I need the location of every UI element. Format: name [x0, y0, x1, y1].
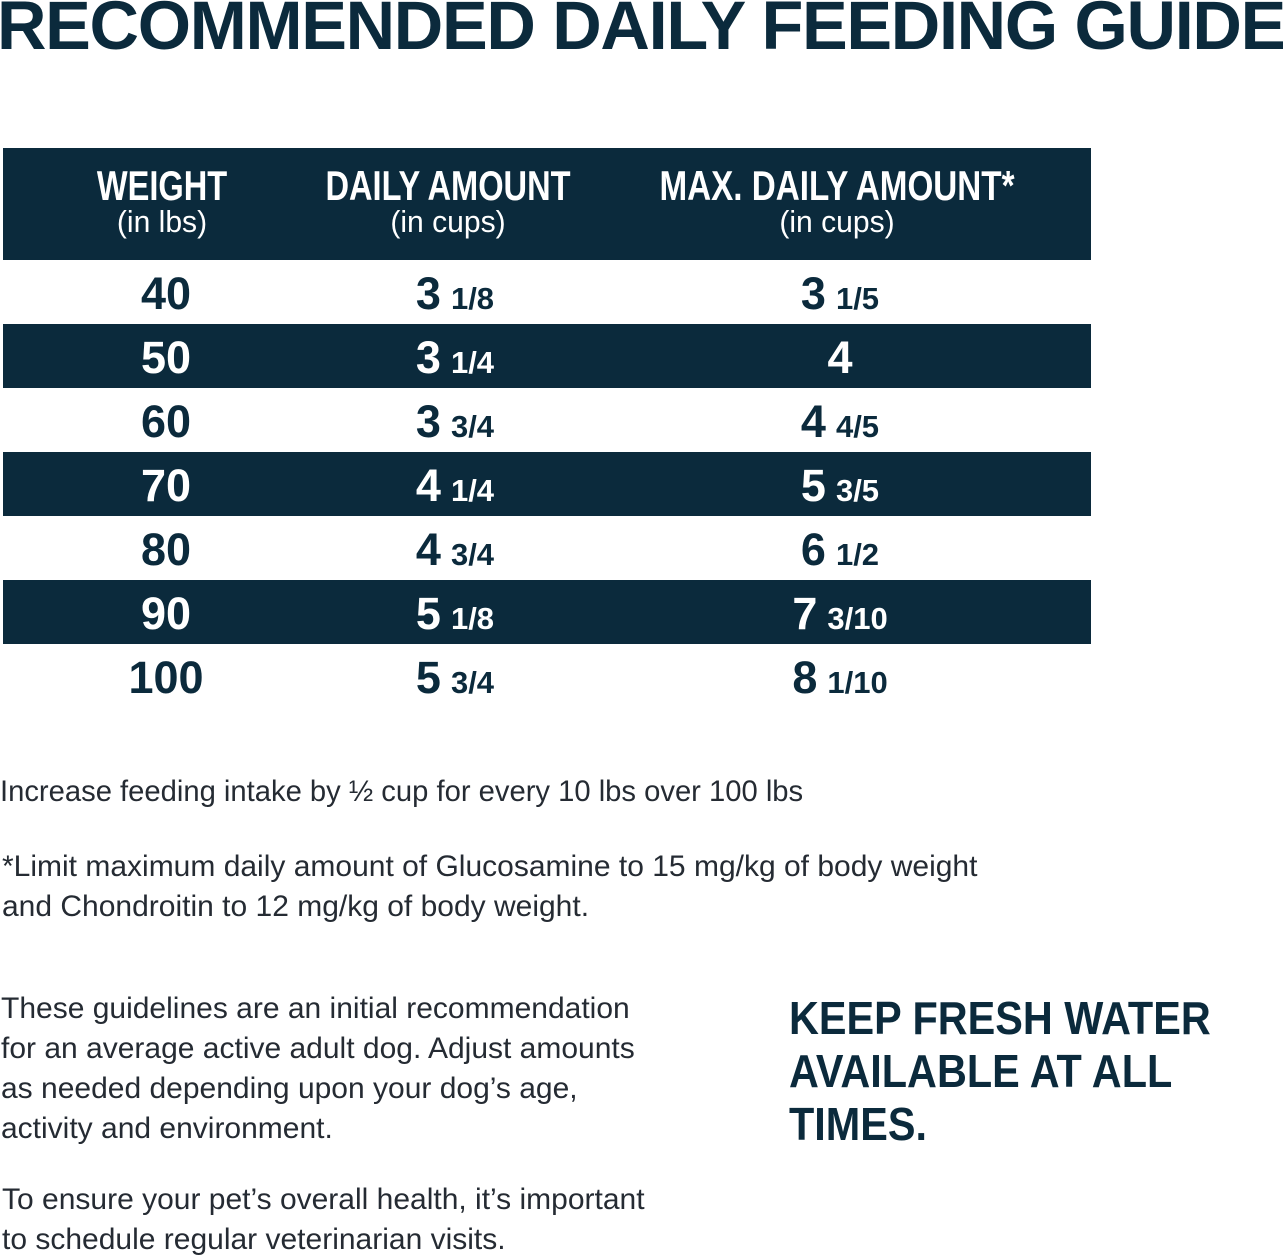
- header-max-daily-amount-sub: (in cups): [779, 204, 895, 239]
- keep-fresh-water-note: KEEP FRESH WATER AVAILABLE AT ALL TIMES.: [789, 992, 1211, 1150]
- header-max-daily-amount: MAX. DAILY AMOUNT* (in cups): [589, 148, 1091, 260]
- table-header-row: WEIGHT (in lbs) DAILY AMOUNT (in cups) M…: [3, 148, 1091, 260]
- daily-amount-value: 4 1/4: [415, 460, 495, 511]
- max-daily-amount-value: 3 1/5: [800, 268, 880, 319]
- daily-amount-value: 5 1/8: [415, 588, 495, 639]
- weight-value: 90: [140, 588, 192, 639]
- feeding-table: WEIGHT (in lbs) DAILY AMOUNT (in cups) M…: [3, 148, 1091, 708]
- daily-amount-value: 3 3/4: [415, 396, 495, 447]
- note-increase-feeding: Increase feeding intake by ½ cup for eve…: [0, 776, 804, 808]
- max-daily-amount-value: 4 4/5: [800, 396, 880, 447]
- max-daily-amount-value: 7 3/10: [792, 588, 888, 639]
- weight-value: 100: [128, 652, 204, 703]
- weight-value: 60: [140, 396, 192, 447]
- daily-amount-value: 3 1/8: [415, 268, 495, 319]
- daily-amount-value: 3 1/4: [415, 332, 495, 383]
- header-daily-amount-label: DAILY AMOUNT: [325, 161, 571, 209]
- max-daily-amount-value: 5 3/5: [800, 460, 880, 511]
- header-daily-amount-sub: (in cups): [390, 204, 506, 239]
- weight-value: 40: [140, 268, 192, 319]
- note-limit-glucosamine: *Limit maximum daily amount of Glucosami…: [2, 850, 978, 923]
- note-guidelines: These guidelines are an initial recommen…: [1, 992, 635, 1145]
- weight-value: 70: [140, 460, 192, 511]
- table-row: 40 3 1/8 3 1/5: [3, 260, 1091, 324]
- table-row: 70 4 1/4 5 3/5: [3, 452, 1091, 516]
- table-row: 100 5 3/4 8 1/10: [3, 644, 1091, 708]
- max-daily-amount-value: 4: [827, 332, 853, 383]
- max-daily-amount-value: 8 1/10: [792, 652, 888, 703]
- header-weight-sub: (in lbs): [116, 204, 208, 239]
- header-weight-label: WEIGHT: [96, 161, 228, 209]
- daily-amount-value: 5 3/4: [415, 652, 495, 703]
- table-row: 50 3 1/4 4: [3, 324, 1091, 388]
- weight-value: 80: [140, 524, 192, 575]
- table-row: 60 3 3/4 4 4/5: [3, 388, 1091, 452]
- table-row: 90 5 1/8 7 3/10: [3, 580, 1091, 644]
- header-daily-amount: DAILY AMOUNT (in cups): [325, 148, 581, 260]
- daily-amount-value: 4 3/4: [415, 524, 495, 575]
- max-daily-amount-value: 6 1/2: [800, 524, 880, 575]
- header-max-daily-amount-label: MAX. DAILY AMOUNT*: [659, 161, 1015, 209]
- note-veterinarian: To ensure your pet’s overall health, it’…: [2, 1183, 645, 1256]
- weight-value: 50: [140, 332, 192, 383]
- header-weight: WEIGHT (in lbs): [3, 148, 329, 260]
- table-row: 80 4 3/4 6 1/2: [3, 516, 1091, 580]
- page-title: RECOMMENDED DAILY FEEDING GUIDE: [0, 0, 1283, 64]
